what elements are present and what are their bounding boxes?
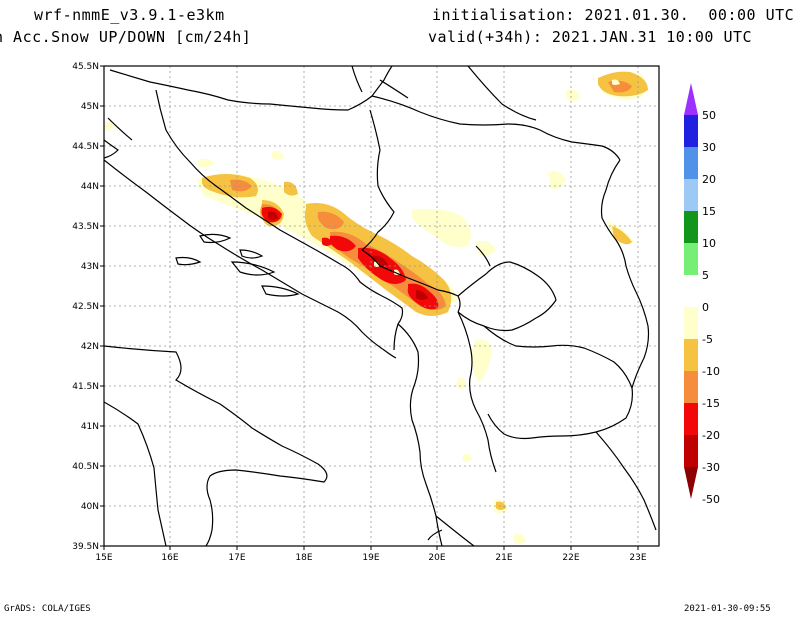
lon-tick-labels: 15E 16E 17E 18E 19E 20E 21E 22E 23E bbox=[95, 553, 646, 563]
colorbar-label: 30 bbox=[702, 141, 716, 154]
colorbar-swatch bbox=[684, 435, 698, 467]
colorbar-swatch bbox=[684, 243, 698, 275]
boundaries bbox=[104, 66, 657, 546]
gridlines bbox=[104, 66, 659, 546]
colorbar-swatch bbox=[684, 211, 698, 243]
colorbar-swatch bbox=[684, 275, 698, 307]
lat-label: 41N bbox=[81, 422, 99, 432]
colorbar-swatch bbox=[684, 339, 698, 371]
footer-timestamp: 2021-01-30-09:55 bbox=[684, 604, 771, 614]
title-init-time: initialisation: 2021.01.30. 00:00 UTC bbox=[432, 6, 795, 24]
colorbar-label: -15 bbox=[702, 397, 720, 410]
lat-label: 41.5N bbox=[72, 382, 99, 392]
lon-label: 20E bbox=[428, 553, 445, 563]
colorbar-label: 10 bbox=[702, 237, 716, 250]
colorbar-swatch bbox=[684, 307, 698, 339]
colorbar-label: 15 bbox=[702, 205, 716, 218]
lon-label: 17E bbox=[228, 553, 245, 563]
lon-label: 16E bbox=[161, 553, 178, 563]
map-area bbox=[104, 66, 659, 546]
colorbar-label: 50 bbox=[702, 109, 716, 122]
title-field: n Acc.Snow UP/DOWN [cm/24h] bbox=[0, 28, 252, 46]
lat-label: 44N bbox=[81, 182, 99, 192]
lon-label: 18E bbox=[295, 553, 312, 563]
lat-label: 43N bbox=[81, 262, 99, 272]
lat-label: 45N bbox=[81, 102, 99, 112]
colorbar-swatch bbox=[684, 147, 698, 179]
lat-label: 40N bbox=[81, 502, 99, 512]
lon-label: 19E bbox=[362, 553, 379, 563]
colorbar-swatch bbox=[684, 371, 698, 403]
lat-label: 39.5N bbox=[72, 542, 99, 552]
colorbar-label: 0 bbox=[702, 301, 709, 314]
colorbar-swatch bbox=[684, 179, 698, 211]
colorbar-swatch bbox=[684, 403, 698, 435]
colorbar-swatch bbox=[684, 115, 698, 147]
colorbar-label: -50 bbox=[702, 493, 720, 506]
lon-label: 23E bbox=[629, 553, 646, 563]
lat-label: 40.5N bbox=[72, 462, 99, 472]
snow-field bbox=[104, 71, 648, 544]
colorbar-label: -30 bbox=[702, 461, 720, 474]
title-valid-time: valid(+34h): 2021.JAN.31 10:00 UTC bbox=[428, 28, 753, 46]
lat-label: 45.5N bbox=[72, 62, 99, 72]
lat-label: 42N bbox=[81, 342, 99, 352]
colorbar-label: 5 bbox=[702, 269, 709, 282]
lon-label: 21E bbox=[495, 553, 512, 563]
lon-label: 15E bbox=[95, 553, 112, 563]
colorbar-bottom-arrow bbox=[684, 467, 698, 499]
colorbar-label: 20 bbox=[702, 173, 716, 186]
colorbar-label: -20 bbox=[702, 429, 720, 442]
lat-label: 42.5N bbox=[72, 302, 99, 312]
title-model: wrf-nmmE_v3.9.1-e3km bbox=[34, 6, 225, 24]
colorbar-label: -10 bbox=[702, 365, 720, 378]
footer-credit: GrADS: COLA/IGES bbox=[4, 604, 91, 614]
tick-marks bbox=[100, 65, 639, 550]
lat-tick-labels: 39.5N 40N 40.5N 41N 41.5N 42N 42.5N 43N … bbox=[72, 62, 99, 552]
colorbar-label: -5 bbox=[702, 333, 713, 346]
lat-label: 44.5N bbox=[72, 142, 99, 152]
lat-label: 43.5N bbox=[72, 222, 99, 232]
colorbar-top-arrow bbox=[684, 83, 698, 115]
lon-label: 22E bbox=[562, 553, 579, 563]
shade-minus30 bbox=[268, 211, 428, 300]
